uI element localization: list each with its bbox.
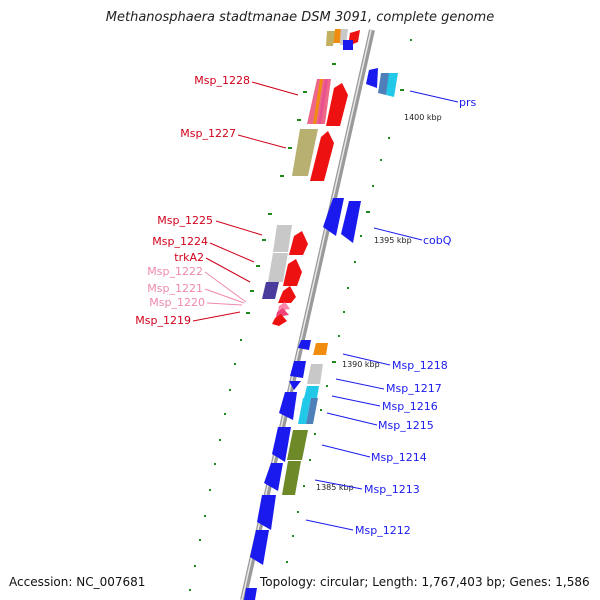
right-gene-labels: prs cobQ Msp_1218 Msp_1217 Msp_1216 Msp_… [355,96,477,537]
gene-msp-1212-lower [250,530,269,565]
gene-msp-1217 [307,364,323,384]
scale-label-1400: 1400 kbp [404,113,442,122]
gene-msp-1215-cyan [298,398,311,424]
gene-label-msp-1225: Msp_1225 [157,214,213,227]
forward-strand-genes [262,29,360,326]
scale-label-1390: 1390 kbp [342,360,380,369]
scale-label-1395: 1395 kbp [374,236,412,245]
gene-label-msp-1224: Msp_1224 [152,235,208,248]
accession-label: Accession: NC_007681 [9,575,146,589]
gene-label-msp-1222: Msp_1222 [147,265,203,278]
gene-msp-1213 [282,461,301,495]
topology-label: Topology: circular; Length: 1,767,403 bp… [260,575,590,589]
gene-blue-top [343,40,353,50]
map-title: Methanosphaera stadtmanae DSM 3091, comp… [105,10,495,25]
gene-label-msp-1219: Msp_1219 [135,314,191,327]
gene-orange-top [333,29,341,43]
gene-msp-1217-blue [290,361,306,378]
gene-msp-1218-blue [298,340,311,350]
gene-msp-1228-red-arrow [326,83,348,126]
scale-labels: 1400 kbp 1395 kbp 1390 kbp 1385 kbp [316,113,442,492]
gene-label-prs: prs [459,96,477,109]
gene-msp-1215-steel [306,398,318,424]
gene-label-msp-1227: Msp_1227 [180,127,236,140]
gene-blue-bottom [244,588,257,600]
gene-label-msp-1217: Msp_1217 [386,382,442,395]
gene-msp-1213-blue [264,463,283,491]
gene-label-msp-1220: Msp_1220 [149,296,205,309]
gene-msp-1217-blue-chevron [289,381,301,390]
gene-label-msp-1213: Msp_1213 [364,483,420,496]
gene-msp-1212 [257,495,276,530]
gene-prs-steel [378,73,389,95]
scale-label-1385: 1385 kbp [316,483,354,492]
gene-label-cobq: cobQ [423,234,452,247]
gene-msp-1219 [272,314,287,326]
left-leader-lines [192,81,299,322]
left-gene-labels: Msp_1228 Msp_1227 Msp_1225 Msp_1224 trkA… [135,74,250,327]
gene-label-trka2: trkA2 [174,251,204,264]
gene-label-msp-1212: Msp_1212 [355,524,411,537]
gene-msp-1225-red-arrow [289,231,308,255]
gene-msp-1215-blue [279,392,297,420]
gene-trka2 [262,282,279,299]
gene-cobq-2 [341,201,361,243]
gene-label-msp-1218: Msp_1218 [392,359,448,372]
gene-msp-1227 [292,129,318,176]
gene-label-msp-1214: Msp_1214 [371,451,427,464]
gene-label-msp-1215: Msp_1215 [378,419,434,432]
gene-olive-top [326,31,335,46]
gene-trka2-red-arrow [278,286,296,303]
gene-label-msp-1216: Msp_1216 [382,400,438,413]
gene-msp-1224 [268,253,288,282]
gene-cobq-1 [323,198,344,236]
gene-msp-1218 [313,343,328,355]
gene-msp-1228-stripe-1 [313,79,323,124]
gene-msp-1228-stripe-2 [318,79,328,124]
reverse-strand-genes [244,68,398,600]
gene-msp-1221-1222 [278,302,290,311]
gene-label-msp-1228: Msp_1228 [194,74,250,87]
gene-msp-1216 [304,386,319,398]
right-leader-lines [305,90,459,531]
gene-prs-blue [366,68,378,88]
gene-msp-1220 [276,308,289,317]
gene-msp-1225 [273,225,292,252]
gene-msp-1214 [287,430,308,460]
gene-msp-1227-red-arrow [310,131,334,181]
gene-prs-cyan [386,73,398,97]
gene-msp-1224-red-arrow [283,259,302,286]
gene-label-msp-1221: Msp_1221 [147,282,203,295]
gene-msp-1214-blue [272,427,291,462]
